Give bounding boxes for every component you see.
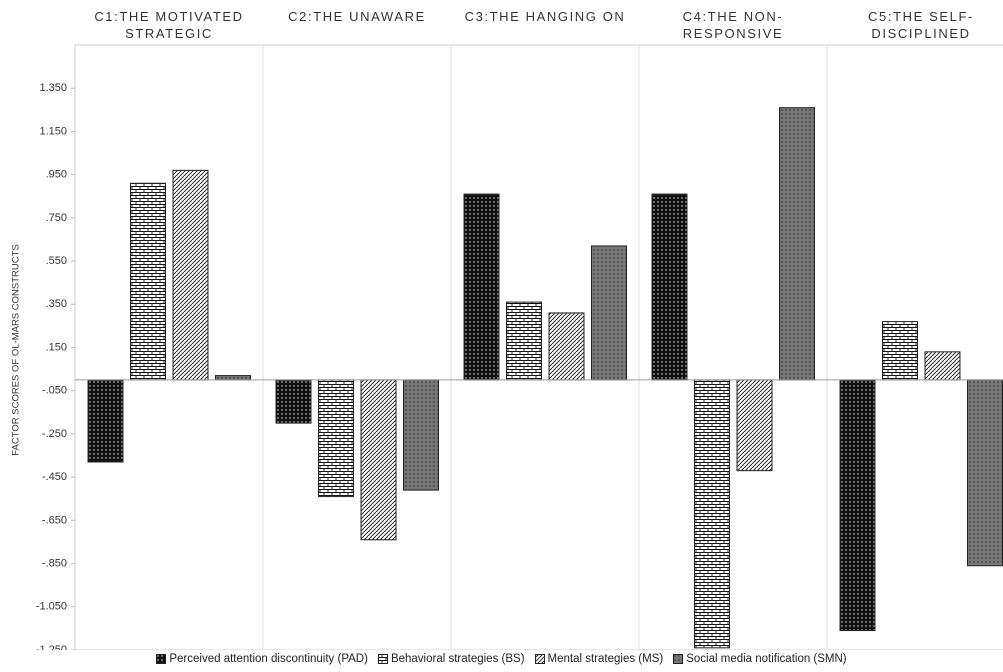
category-label: C4:THE NON-RESPONSIVE [682,9,784,41]
bar [651,193,688,381]
y-tick-label: -1.050 [36,601,67,613]
legend-swatch [377,654,388,664]
bar [779,107,815,381]
legend: Perceived attention discontinuity (PAD) B… [0,653,1003,665]
legend-label: Social media notification (SMN) [686,653,847,665]
legend-item: Perceived attention discontinuity (PAD) [156,653,368,665]
legend-item: Social media notification (SMN) [673,653,847,665]
bar [215,375,251,381]
y-tick-label: .550 [46,255,67,267]
y-tick-label: .350 [46,298,67,310]
bar [403,379,439,491]
legend-swatch [673,654,684,664]
bar [591,245,627,381]
y-tick-label: .150 [46,341,67,353]
bar [172,169,209,381]
legend-swatch [156,654,167,664]
bar [548,312,585,381]
legend-label: Behavioral strategies (BS) [390,653,525,665]
category-label: C5:THE SELF-DISCIPLINED [868,9,974,41]
y-tick-label: 1.350 [39,82,67,94]
bar [318,379,354,498]
bar [736,379,773,472]
legend-swatch-rect [534,654,545,664]
y-axis-label: FACTOR SCORES OF OL-MARS CONSTRUCTS [11,244,22,455]
y-tick-label: -.050 [42,385,67,397]
category-label: C1:THE MOTIVATED STRATEGIC [94,9,244,41]
legend-label: Mental strategies (MS) [547,653,664,665]
bar [506,301,542,381]
bar [87,379,124,463]
bar [694,379,730,649]
y-tick-label: .950 [46,169,67,181]
legend-item: Behavioral strategies (BS) [377,653,525,665]
bar [360,379,397,541]
category-label: C2:THE UNAWARE [288,9,426,24]
legend-swatch-rect [377,654,388,664]
legend-swatch [534,654,545,664]
bar [924,351,961,381]
category-label: C3:THE HANGING ON [464,9,626,24]
bar [463,193,500,381]
legend-swatch-rect [156,654,167,664]
y-tick-label: .750 [46,212,67,224]
y-tick-label: -1.250 [36,644,67,650]
legend-label: Perceived attention discontinuity (PAD) [169,653,368,665]
bar [882,321,918,381]
bar [967,379,1003,567]
y-tick-label: 1.150 [39,125,67,137]
y-tick-label: -.450 [42,471,67,483]
legend-item: Mental strategies (MS) [534,653,664,665]
y-tick-label: -.650 [42,514,67,526]
bar [839,379,876,632]
bar [130,182,166,381]
legend-swatch-rect [673,654,684,664]
y-tick-label: -.250 [42,428,67,440]
y-tick-label: -.850 [42,557,67,569]
chart: FACTOR SCORES OF OL-MARS CONSTRUCTS 1.35… [11,44,1003,650]
bar [275,379,312,424]
